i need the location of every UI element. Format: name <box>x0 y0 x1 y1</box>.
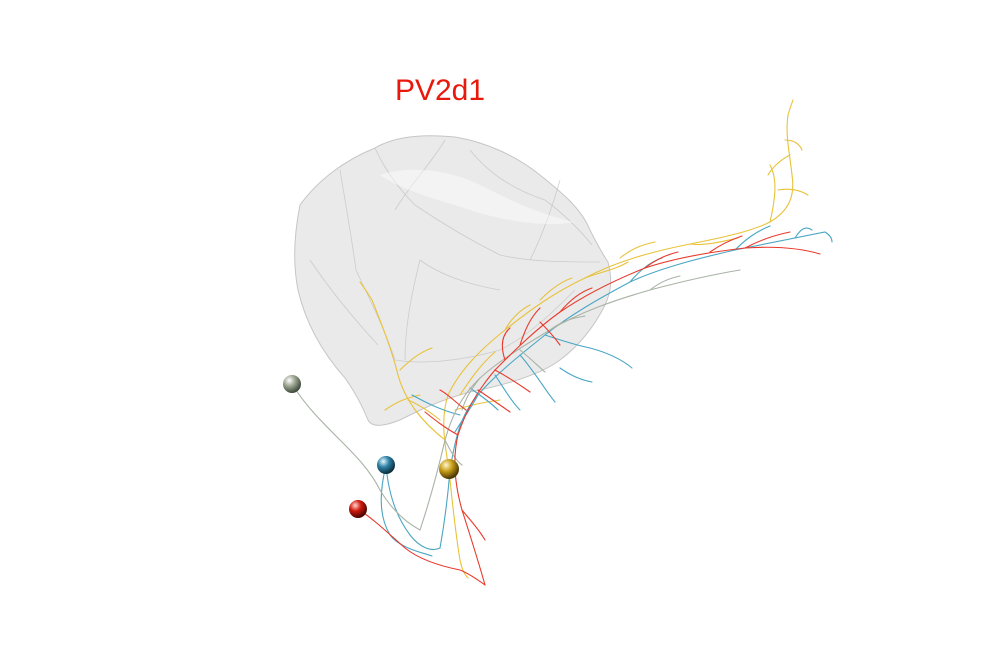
brain-region-mesh <box>294 135 612 426</box>
neuron-somata <box>283 375 459 518</box>
region-title: PV2d1 <box>394 74 486 107</box>
mesh-surface <box>294 135 612 426</box>
neuron-arbors <box>291 99 833 586</box>
mesh-facet-lines <box>309 139 601 363</box>
soma-gray <box>283 375 301 393</box>
soma-cyan <box>377 456 395 474</box>
mesh-highlight <box>380 169 575 225</box>
neuron-red-arbor <box>357 231 821 586</box>
soma-yellow <box>439 459 459 479</box>
soma-red <box>349 500 367 518</box>
